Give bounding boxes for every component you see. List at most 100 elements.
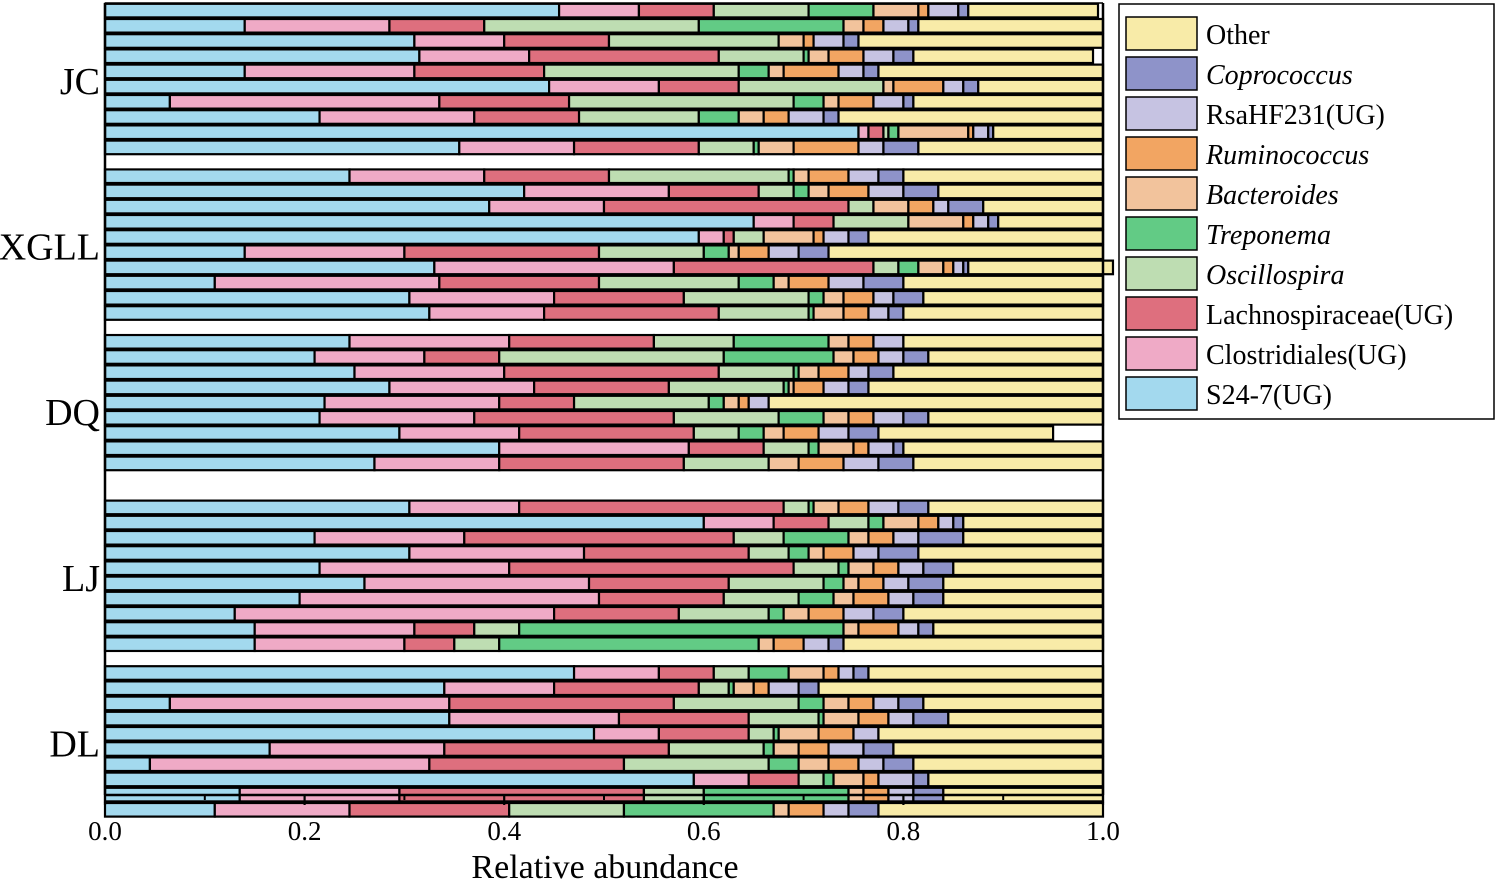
bar-segment-clostridiales-ug-	[557, 2, 641, 19]
bar-segment-clostridiales-ug-	[213, 274, 441, 291]
bar-segment-coprococcus	[962, 78, 980, 95]
bar-segment-s24-7-ug-	[103, 575, 366, 592]
legend-item: S24-7(UG)	[1125, 376, 1332, 411]
bar-segment-clostridiales-ug-	[408, 499, 521, 516]
bar-segment-rsahf231-ug-	[972, 124, 990, 141]
bar-segment-bacteroides	[807, 545, 825, 561]
bar-segment-other	[827, 244, 1105, 261]
bar-segment-oscillospira	[792, 560, 840, 577]
bar-segment-oscillospira	[682, 455, 770, 472]
bar-segment-treponema	[737, 425, 765, 441]
bar-segment-clostridiales-ug-	[168, 695, 451, 712]
bar-segment-bacteroides	[732, 680, 755, 697]
bar-segment-rsahf231-ug-	[932, 198, 950, 215]
bar-segment-lachnospiraceae-ug-	[528, 48, 720, 65]
bar-segment-other	[817, 680, 1105, 697]
bar-segment-clostridiales-ug-	[418, 48, 531, 65]
bar-segment-bacteroides	[872, 198, 910, 215]
bar-segment-other	[977, 78, 1105, 95]
bar-segment-clostridiales-ug-	[323, 394, 501, 411]
bar-segment-ruminococcus	[857, 621, 900, 637]
bar-segment-s24-7-ug-	[103, 305, 431, 321]
bar-segment-ruminococcus	[842, 305, 870, 321]
bar-segment-other	[927, 499, 1105, 516]
bar-segment-rsahf231-ug-	[767, 680, 800, 697]
bar-segment-clostridiales-ug-	[168, 93, 441, 110]
bar-segment-ruminococcus	[847, 409, 875, 426]
bar-segment-oscillospira	[762, 440, 810, 457]
bar-segment-treponema	[807, 440, 820, 457]
sample-row-XGLL-1	[103, 168, 1105, 185]
bar-segment-treponema	[767, 756, 800, 773]
bar-segment-ruminococcus	[762, 109, 790, 125]
bar-segment-treponema	[797, 590, 835, 607]
bar-segment-other	[902, 333, 1105, 350]
bar-segment-coprococcus	[952, 514, 965, 531]
sample-row-LJ-6	[103, 575, 1105, 592]
bar-segment-bacteroides	[872, 2, 920, 19]
bar-segment-coprococcus	[882, 139, 920, 156]
bar-segment-lachnospiraceae-ug-	[508, 560, 795, 577]
bar-segment-bacteroides	[822, 409, 850, 426]
bar-segment-lachnospiraceae-ug-	[413, 621, 476, 637]
bar-segment-lachnospiraceae-ug-	[498, 394, 576, 411]
bar-segment-clostridiales-ug-	[692, 771, 750, 788]
bar-segment-oscillospira	[737, 78, 885, 95]
bar-segment-treponema	[622, 801, 775, 818]
legend-item: Coprococcus	[1125, 56, 1353, 91]
bar-segment-s24-7-ug-	[103, 289, 411, 306]
sample-row-LJ-10	[103, 636, 1105, 653]
bar-segment-coprococcus	[902, 183, 940, 200]
bar-segment-lachnospiraceae-ug-	[657, 665, 715, 681]
bar-segment-other	[892, 364, 1105, 381]
legend-label: Other	[1206, 20, 1270, 51]
legend-swatch	[1125, 376, 1198, 411]
legend-item: RsaHF231(UG)	[1125, 96, 1385, 131]
bar-segment-s24-7-ug-	[103, 409, 321, 426]
bar-segment-other	[927, 409, 1105, 426]
bar-segment-other	[967, 259, 1115, 276]
bar-segment-treponema	[702, 244, 730, 261]
bar-segment-other	[877, 725, 1105, 742]
bar-segment-ruminococcus	[797, 455, 845, 472]
bar-segment-ruminococcus	[827, 756, 860, 773]
bar-segment-rsahf231-ug-	[887, 590, 915, 607]
bar-segment-other	[937, 183, 1105, 200]
bar-segment-treponema	[867, 514, 885, 531]
bar-segment-oscillospira	[827, 514, 870, 531]
bar-segment-lachnospiraceae-ug-	[508, 333, 656, 350]
bar-segment-coprococcus	[892, 289, 925, 306]
legend-label: S24-7(UG)	[1206, 380, 1332, 411]
bar-segment-lachnospiraceae-ug-	[413, 63, 546, 80]
bar-segment-other	[867, 379, 1105, 396]
sample-row-JC-9	[103, 124, 1105, 141]
bar-segment-s24-7-ug-	[103, 756, 152, 773]
bar-segment-coprococcus	[957, 2, 970, 19]
bar-segment-s24-7-ug-	[103, 48, 421, 65]
bar-segment-ruminococcus	[872, 560, 900, 577]
bar-segment-coprococcus	[847, 425, 880, 441]
bar-segment-bacteroides	[882, 78, 895, 95]
bar-segment-oscillospira	[652, 333, 735, 350]
sample-row-LJ-8	[103, 605, 1105, 622]
bar-segment-clostridiales-ug-	[752, 213, 795, 230]
bar-segment-s24-7-ug-	[103, 183, 526, 200]
sample-row-XGLL-9	[103, 289, 1105, 306]
bar-segment-s24-7-ug-	[103, 665, 576, 681]
bar-segment-treponema	[792, 183, 810, 200]
bar-segment-ruminococcus	[847, 333, 875, 350]
bar-segment-bacteroides	[832, 349, 855, 365]
bar-segment-s24-7-ug-	[103, 333, 351, 350]
bar-segment-treponema	[807, 289, 825, 306]
bar-segment-treponema	[807, 2, 875, 19]
bar-segment-treponema	[498, 636, 760, 653]
bar-segment-s24-7-ug-	[103, 545, 411, 561]
legend-label: Bacteroides	[1206, 180, 1339, 211]
sample-row-JC-1	[103, 2, 1100, 19]
x-tick-label: 1.0	[1086, 816, 1120, 846]
bar-segment-coprococcus	[867, 364, 895, 381]
bar-segment-coprococcus	[902, 349, 930, 365]
group-gap	[106, 652, 1102, 665]
sample-row-LJ-3	[103, 529, 1105, 546]
bar-segment-rsahf231-ug-	[837, 665, 855, 681]
